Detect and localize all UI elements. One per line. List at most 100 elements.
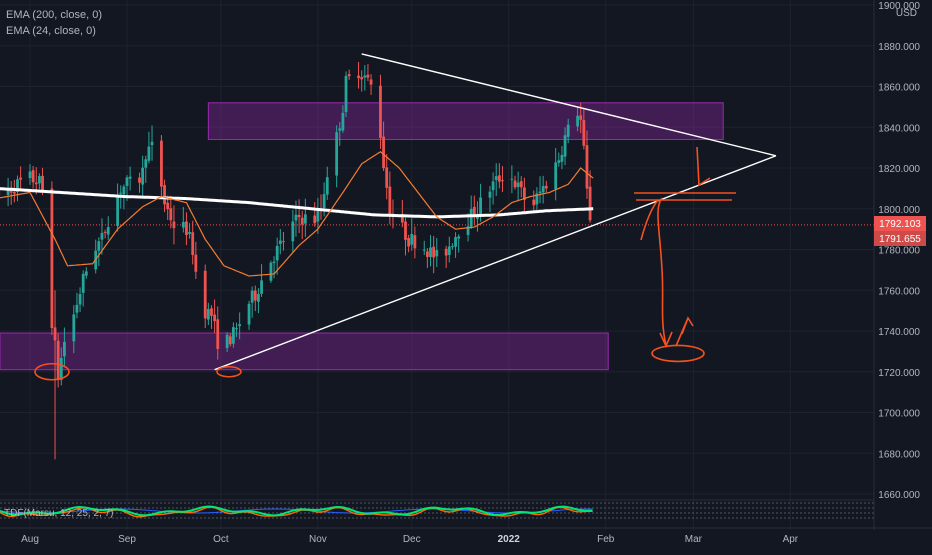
candle-body[interactable]	[567, 125, 570, 137]
legend-ema200[interactable]: EMA (200, close, 0)	[6, 9, 102, 21]
candle-body[interactable]	[279, 241, 282, 244]
candle-body[interactable]	[451, 246, 454, 247]
candle-body[interactable]	[235, 328, 238, 329]
candle-body[interactable]	[29, 172, 32, 178]
candle-body[interactable]	[19, 178, 22, 180]
candle-body[interactable]	[119, 193, 122, 194]
candle-body[interactable]	[101, 233, 104, 240]
candle-body[interactable]	[370, 79, 373, 84]
candle-body[interactable]	[260, 280, 263, 293]
candle-body[interactable]	[188, 232, 191, 234]
candle-body[interactable]	[191, 232, 194, 255]
candle-body[interactable]	[348, 74, 351, 76]
candle-body[interactable]	[116, 195, 119, 226]
candle-body[interactable]	[238, 324, 241, 326]
candle-body[interactable]	[276, 246, 279, 261]
candle-body[interactable]	[495, 176, 498, 180]
candle-body[interactable]	[138, 178, 141, 183]
candle-body[interactable]	[210, 308, 213, 315]
candle-body[interactable]	[582, 120, 585, 146]
candle-body[interactable]	[479, 197, 482, 215]
candle-body[interactable]	[492, 181, 495, 190]
candle-body[interactable]	[454, 237, 457, 247]
candle-body[interactable]	[144, 159, 147, 167]
candle-body[interactable]	[32, 170, 35, 182]
candle-body[interactable]	[435, 250, 438, 256]
candle-body[interactable]	[429, 248, 432, 258]
candle-body[interactable]	[13, 192, 16, 194]
candle-body[interactable]	[301, 218, 304, 225]
candle-body[interactable]	[432, 247, 435, 258]
candle-body[interactable]	[407, 238, 410, 247]
candle-body[interactable]	[561, 155, 564, 162]
candle-body[interactable]	[517, 183, 520, 187]
candle-body[interactable]	[107, 227, 110, 234]
candle-body[interactable]	[169, 208, 172, 220]
candle-body[interactable]	[282, 241, 285, 242]
candle-body[interactable]	[589, 187, 592, 221]
candle-body[interactable]	[345, 76, 348, 112]
candle-body[interactable]	[404, 222, 407, 240]
candle-body[interactable]	[335, 132, 338, 175]
candle-body[interactable]	[532, 200, 535, 206]
candle-body[interactable]	[388, 187, 391, 216]
candle-body[interactable]	[166, 203, 169, 209]
candle-body[interactable]	[520, 181, 523, 187]
candle-body[interactable]	[498, 175, 501, 181]
candle-body[interactable]	[57, 341, 60, 380]
price-axis[interactable]: 1660.0001680.0001700.0001720.0001740.000…	[874, 0, 932, 550]
candle-body[interactable]	[363, 76, 366, 78]
candle-body[interactable]	[141, 168, 144, 185]
candle-body[interactable]	[163, 185, 166, 204]
candle-body[interactable]	[326, 177, 329, 194]
candle-body[interactable]	[82, 274, 85, 293]
candle-body[interactable]	[97, 241, 100, 251]
candle-body[interactable]	[85, 271, 88, 275]
legend-ema24[interactable]: EMA (24, close, 0)	[6, 25, 96, 37]
candle-body[interactable]	[313, 216, 316, 224]
candle-body[interactable]	[216, 319, 219, 349]
candle-body[interactable]	[63, 342, 66, 356]
candle-body[interactable]	[304, 214, 307, 223]
candle-body[interactable]	[357, 76, 360, 78]
candle-body[interactable]	[257, 294, 260, 302]
candle-body[interactable]	[226, 335, 229, 348]
candle-body[interactable]	[270, 263, 273, 281]
candle-body[interactable]	[194, 255, 197, 272]
candle-body[interactable]	[76, 305, 79, 313]
candle-body[interactable]	[448, 247, 451, 255]
candle-body[interactable]	[51, 189, 54, 328]
candle-body[interactable]	[273, 262, 276, 263]
candle-body[interactable]	[379, 86, 382, 138]
candle-body[interactable]	[426, 251, 429, 256]
candle-body[interactable]	[41, 176, 44, 190]
candle-body[interactable]	[207, 309, 210, 320]
candle-body[interactable]	[213, 315, 216, 322]
candle-body[interactable]	[542, 186, 545, 192]
candle-body[interactable]	[204, 271, 207, 319]
candle-body[interactable]	[489, 192, 492, 198]
candle-body[interactable]	[72, 314, 75, 341]
candle-body[interactable]	[38, 176, 41, 183]
candle-body[interactable]	[382, 137, 385, 169]
candle-body[interactable]	[60, 358, 63, 380]
candle-body[interactable]	[385, 167, 388, 187]
candle-body[interactable]	[251, 291, 254, 303]
candle-body[interactable]	[445, 249, 448, 256]
candle-body[interactable]	[557, 160, 560, 163]
candle-body[interactable]	[410, 234, 413, 245]
candle-body[interactable]	[554, 162, 557, 189]
candle-body[interactable]	[35, 183, 38, 185]
candle-body[interactable]	[545, 186, 548, 189]
candle-body[interactable]	[254, 291, 257, 301]
candle-body[interactable]	[586, 145, 589, 188]
candle-body[interactable]	[126, 177, 129, 186]
candle-body[interactable]	[298, 215, 301, 217]
candle-body[interactable]	[129, 177, 132, 179]
candle-body[interactable]	[323, 194, 326, 208]
candle-body[interactable]	[229, 336, 232, 344]
candle-body[interactable]	[367, 75, 370, 78]
